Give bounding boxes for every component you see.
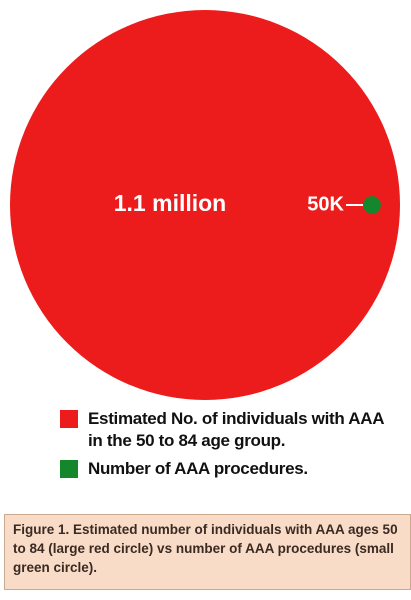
value-label: 1.1 million	[114, 190, 226, 216]
legend-item: Number of AAA procedures.	[60, 458, 400, 480]
legend-label: Number of AAA procedures.	[88, 459, 308, 478]
legend-item: Estimated No. of individuals with AAA in…	[60, 408, 400, 452]
big-circle	[10, 10, 400, 400]
legend: Estimated No. of individuals with AAA in…	[60, 408, 400, 486]
legend-swatch	[60, 410, 78, 428]
value-label: 50K	[307, 193, 344, 215]
legend-label: Estimated No. of individuals with AAA in…	[88, 409, 384, 450]
legend-swatch	[60, 460, 78, 478]
chart: 1.1 million 50K	[10, 10, 400, 400]
caption: Figure 1. Estimated number of individual…	[4, 514, 411, 590]
small-circle	[363, 196, 381, 214]
